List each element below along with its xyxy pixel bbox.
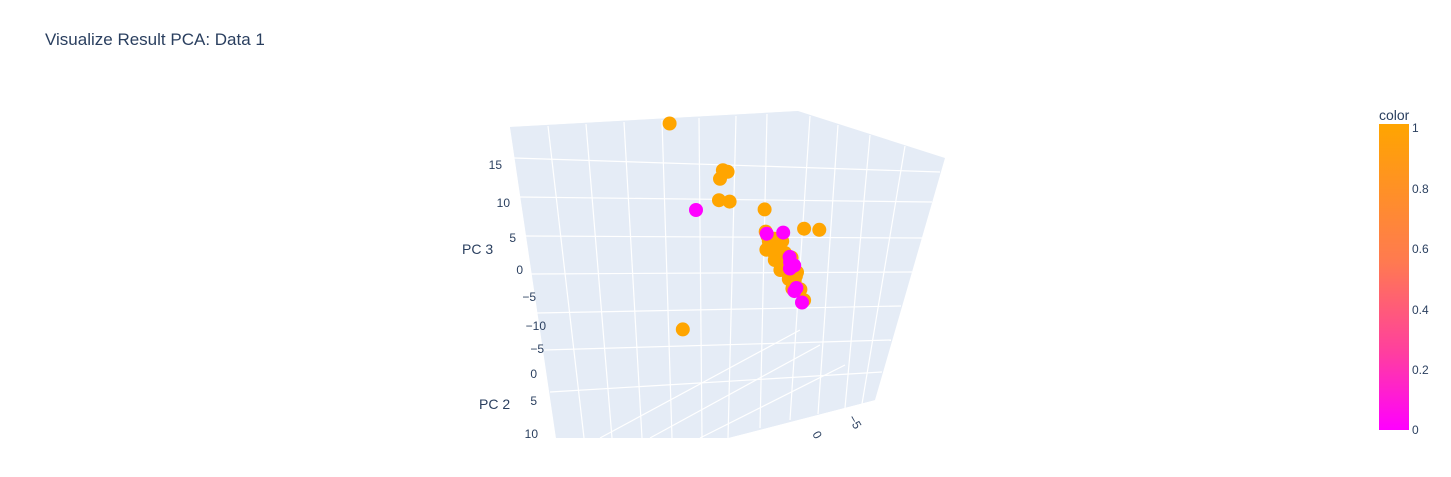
- z-tick-label: −10: [526, 319, 547, 333]
- colorbar: [1379, 124, 1409, 430]
- scatter-point[interactable]: [759, 226, 774, 241]
- scatter-point[interactable]: [722, 194, 737, 209]
- z-axis-title: PC 3: [462, 241, 493, 257]
- z-tick-label: 15: [489, 158, 503, 172]
- y-axis-title: PC 2: [479, 396, 510, 412]
- scatter-point[interactable]: [712, 193, 726, 208]
- z-tick-label: −5: [522, 290, 536, 304]
- colorbar-tick: 0.2: [1412, 363, 1429, 377]
- scatter-point[interactable]: [675, 322, 690, 337]
- colorbar-tick: 0.4: [1412, 303, 1429, 317]
- colorbar-tick: 0.6: [1412, 242, 1429, 256]
- scatter-point[interactable]: [795, 295, 809, 310]
- scatter-point[interactable]: [782, 261, 797, 276]
- x-axis-ticks: 0 −5: [809, 413, 864, 442]
- scatter-point[interactable]: [713, 171, 727, 186]
- z-tick-label: 5: [509, 231, 516, 245]
- x-tick-label: 0: [809, 429, 825, 442]
- scatter-point[interactable]: [812, 222, 827, 237]
- scatter-point[interactable]: [757, 202, 772, 217]
- colorbar-title: color: [1379, 107, 1410, 123]
- grid-lines: [513, 113, 941, 439]
- floor-plane: [556, 320, 875, 438]
- y-tick-label: 5: [530, 394, 537, 408]
- scatter-point[interactable]: [689, 203, 703, 217]
- y-tick-label: 0: [530, 367, 537, 381]
- chart-title: Visualize Result PCA: Data 1: [45, 30, 265, 49]
- scatter-point[interactable]: [662, 116, 677, 131]
- y-tick-label: −5: [530, 342, 544, 356]
- scatter-point[interactable]: [797, 221, 812, 236]
- y-axis-ticks: −5 0 5 10: [525, 342, 545, 441]
- x-tick-label: −5: [845, 413, 864, 432]
- colorbar-tick: 1: [1412, 121, 1419, 135]
- scatter-point[interactable]: [776, 225, 791, 240]
- left-wall-plane: [510, 111, 798, 438]
- scatter-point[interactable]: [789, 281, 804, 295]
- scatter-markers[interactable]: [662, 116, 827, 337]
- z-axis-ticks: 15 10 5 0 −5 −10: [489, 158, 547, 333]
- colorbar-tick: 0: [1412, 423, 1419, 437]
- z-tick-label: 0: [516, 263, 523, 277]
- z-tick-label: 10: [497, 196, 511, 210]
- colorbar-tick: 0.8: [1412, 182, 1429, 196]
- y-tick-label: 10: [525, 427, 539, 441]
